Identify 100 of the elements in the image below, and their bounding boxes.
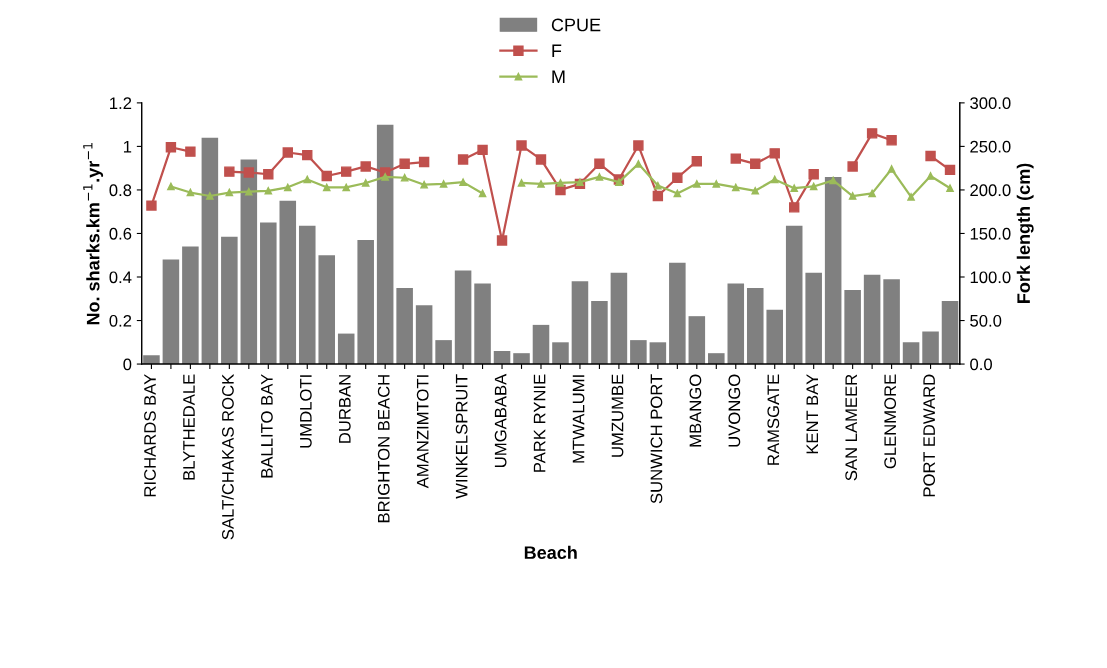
point <box>730 153 741 164</box>
point <box>245 187 253 196</box>
y2-axis-title: Fork length (cm) <box>1016 163 1034 303</box>
x-tick-label: AMANZIMTOTI <box>416 375 429 489</box>
point <box>264 186 273 195</box>
point <box>847 161 858 172</box>
point <box>672 172 683 183</box>
point <box>302 149 313 161</box>
point <box>673 189 682 198</box>
y2-tick-label: 50.0 <box>970 314 1002 327</box>
x-tick-label: PARK RYNIE <box>533 374 546 472</box>
bar <box>669 262 686 365</box>
point <box>457 154 469 165</box>
x-tick-label: WINKELSPRUIT <box>455 374 468 499</box>
point <box>829 176 837 185</box>
point <box>342 183 351 192</box>
point <box>769 148 780 159</box>
point <box>186 188 195 197</box>
bar <box>298 225 316 365</box>
point <box>165 142 177 153</box>
point <box>595 173 604 181</box>
point <box>321 170 332 182</box>
x-tick-label: UMZUMBE <box>611 374 624 457</box>
x-tick-label: UMDLOTI <box>299 375 312 448</box>
point <box>946 184 954 193</box>
point <box>322 183 331 192</box>
legend-label: CPUE <box>551 18 601 32</box>
point <box>303 175 312 184</box>
point <box>185 146 196 157</box>
point <box>576 178 584 186</box>
point <box>615 178 623 186</box>
y2-tick-label: 250.0 <box>970 140 1011 153</box>
x-tick-label: SUNWICH PORT <box>650 374 663 504</box>
bar <box>279 200 297 365</box>
bar <box>162 259 180 365</box>
point <box>788 202 800 213</box>
bar <box>143 355 160 365</box>
point <box>243 167 255 178</box>
bar <box>260 222 277 365</box>
bar <box>922 331 939 365</box>
x-tick-label: MTWALUMI <box>572 375 585 463</box>
legend-label: F <box>552 44 562 58</box>
point <box>848 192 857 200</box>
bar <box>415 305 433 365</box>
bar <box>883 279 900 365</box>
x-tick-label: UVONGO <box>728 374 741 447</box>
bar <box>240 159 258 365</box>
bar <box>376 124 394 365</box>
point <box>167 182 175 191</box>
point <box>537 180 545 188</box>
point <box>360 161 371 172</box>
point <box>420 180 428 189</box>
point <box>692 180 701 188</box>
x-tick-label: UMGABABA <box>494 373 507 467</box>
bar <box>435 340 452 365</box>
y2-tick-label: 150.0 <box>970 227 1011 240</box>
point <box>206 192 214 200</box>
x-tick-label: RAMSGATE <box>767 374 780 465</box>
point <box>225 188 234 197</box>
y-axis-title: No. sharks.km$^{−1}$.yr$^{−1}$ <box>83 143 104 325</box>
bar <box>318 255 336 365</box>
point <box>790 184 799 193</box>
bar <box>532 324 550 365</box>
point <box>866 128 878 139</box>
bar <box>513 353 530 365</box>
point <box>418 156 430 168</box>
point <box>751 186 760 195</box>
point <box>517 179 526 187</box>
point <box>808 169 819 180</box>
y2-tick-label: 100.0 <box>970 271 1011 284</box>
point <box>770 175 779 184</box>
point <box>283 183 292 192</box>
y-tick-label: 0.6 <box>109 227 132 240</box>
point <box>282 147 293 158</box>
point <box>439 180 448 188</box>
x-tick-label: BLYTHEDALE <box>183 374 195 480</box>
y-tick-label: 1 <box>123 140 132 153</box>
point <box>633 140 644 151</box>
bar <box>902 342 920 365</box>
bar <box>454 270 472 365</box>
point <box>750 158 761 170</box>
bar <box>474 283 491 365</box>
x-tick-label: GLENMORE <box>884 374 897 469</box>
point <box>399 158 410 170</box>
bar <box>552 342 569 365</box>
y2-tick-label: 200.0 <box>970 184 1011 197</box>
point <box>712 180 721 188</box>
point <box>731 183 740 192</box>
point <box>516 140 527 151</box>
point <box>224 166 235 177</box>
bar <box>182 246 199 365</box>
point <box>654 181 662 190</box>
bar <box>610 272 628 365</box>
bar <box>727 283 745 365</box>
x-tick-label: DURBAN <box>339 375 351 443</box>
x-tick-label: BALLITO BAY <box>260 374 273 478</box>
point <box>535 154 547 165</box>
bar <box>571 281 589 365</box>
point <box>496 235 508 246</box>
point <box>944 164 956 176</box>
